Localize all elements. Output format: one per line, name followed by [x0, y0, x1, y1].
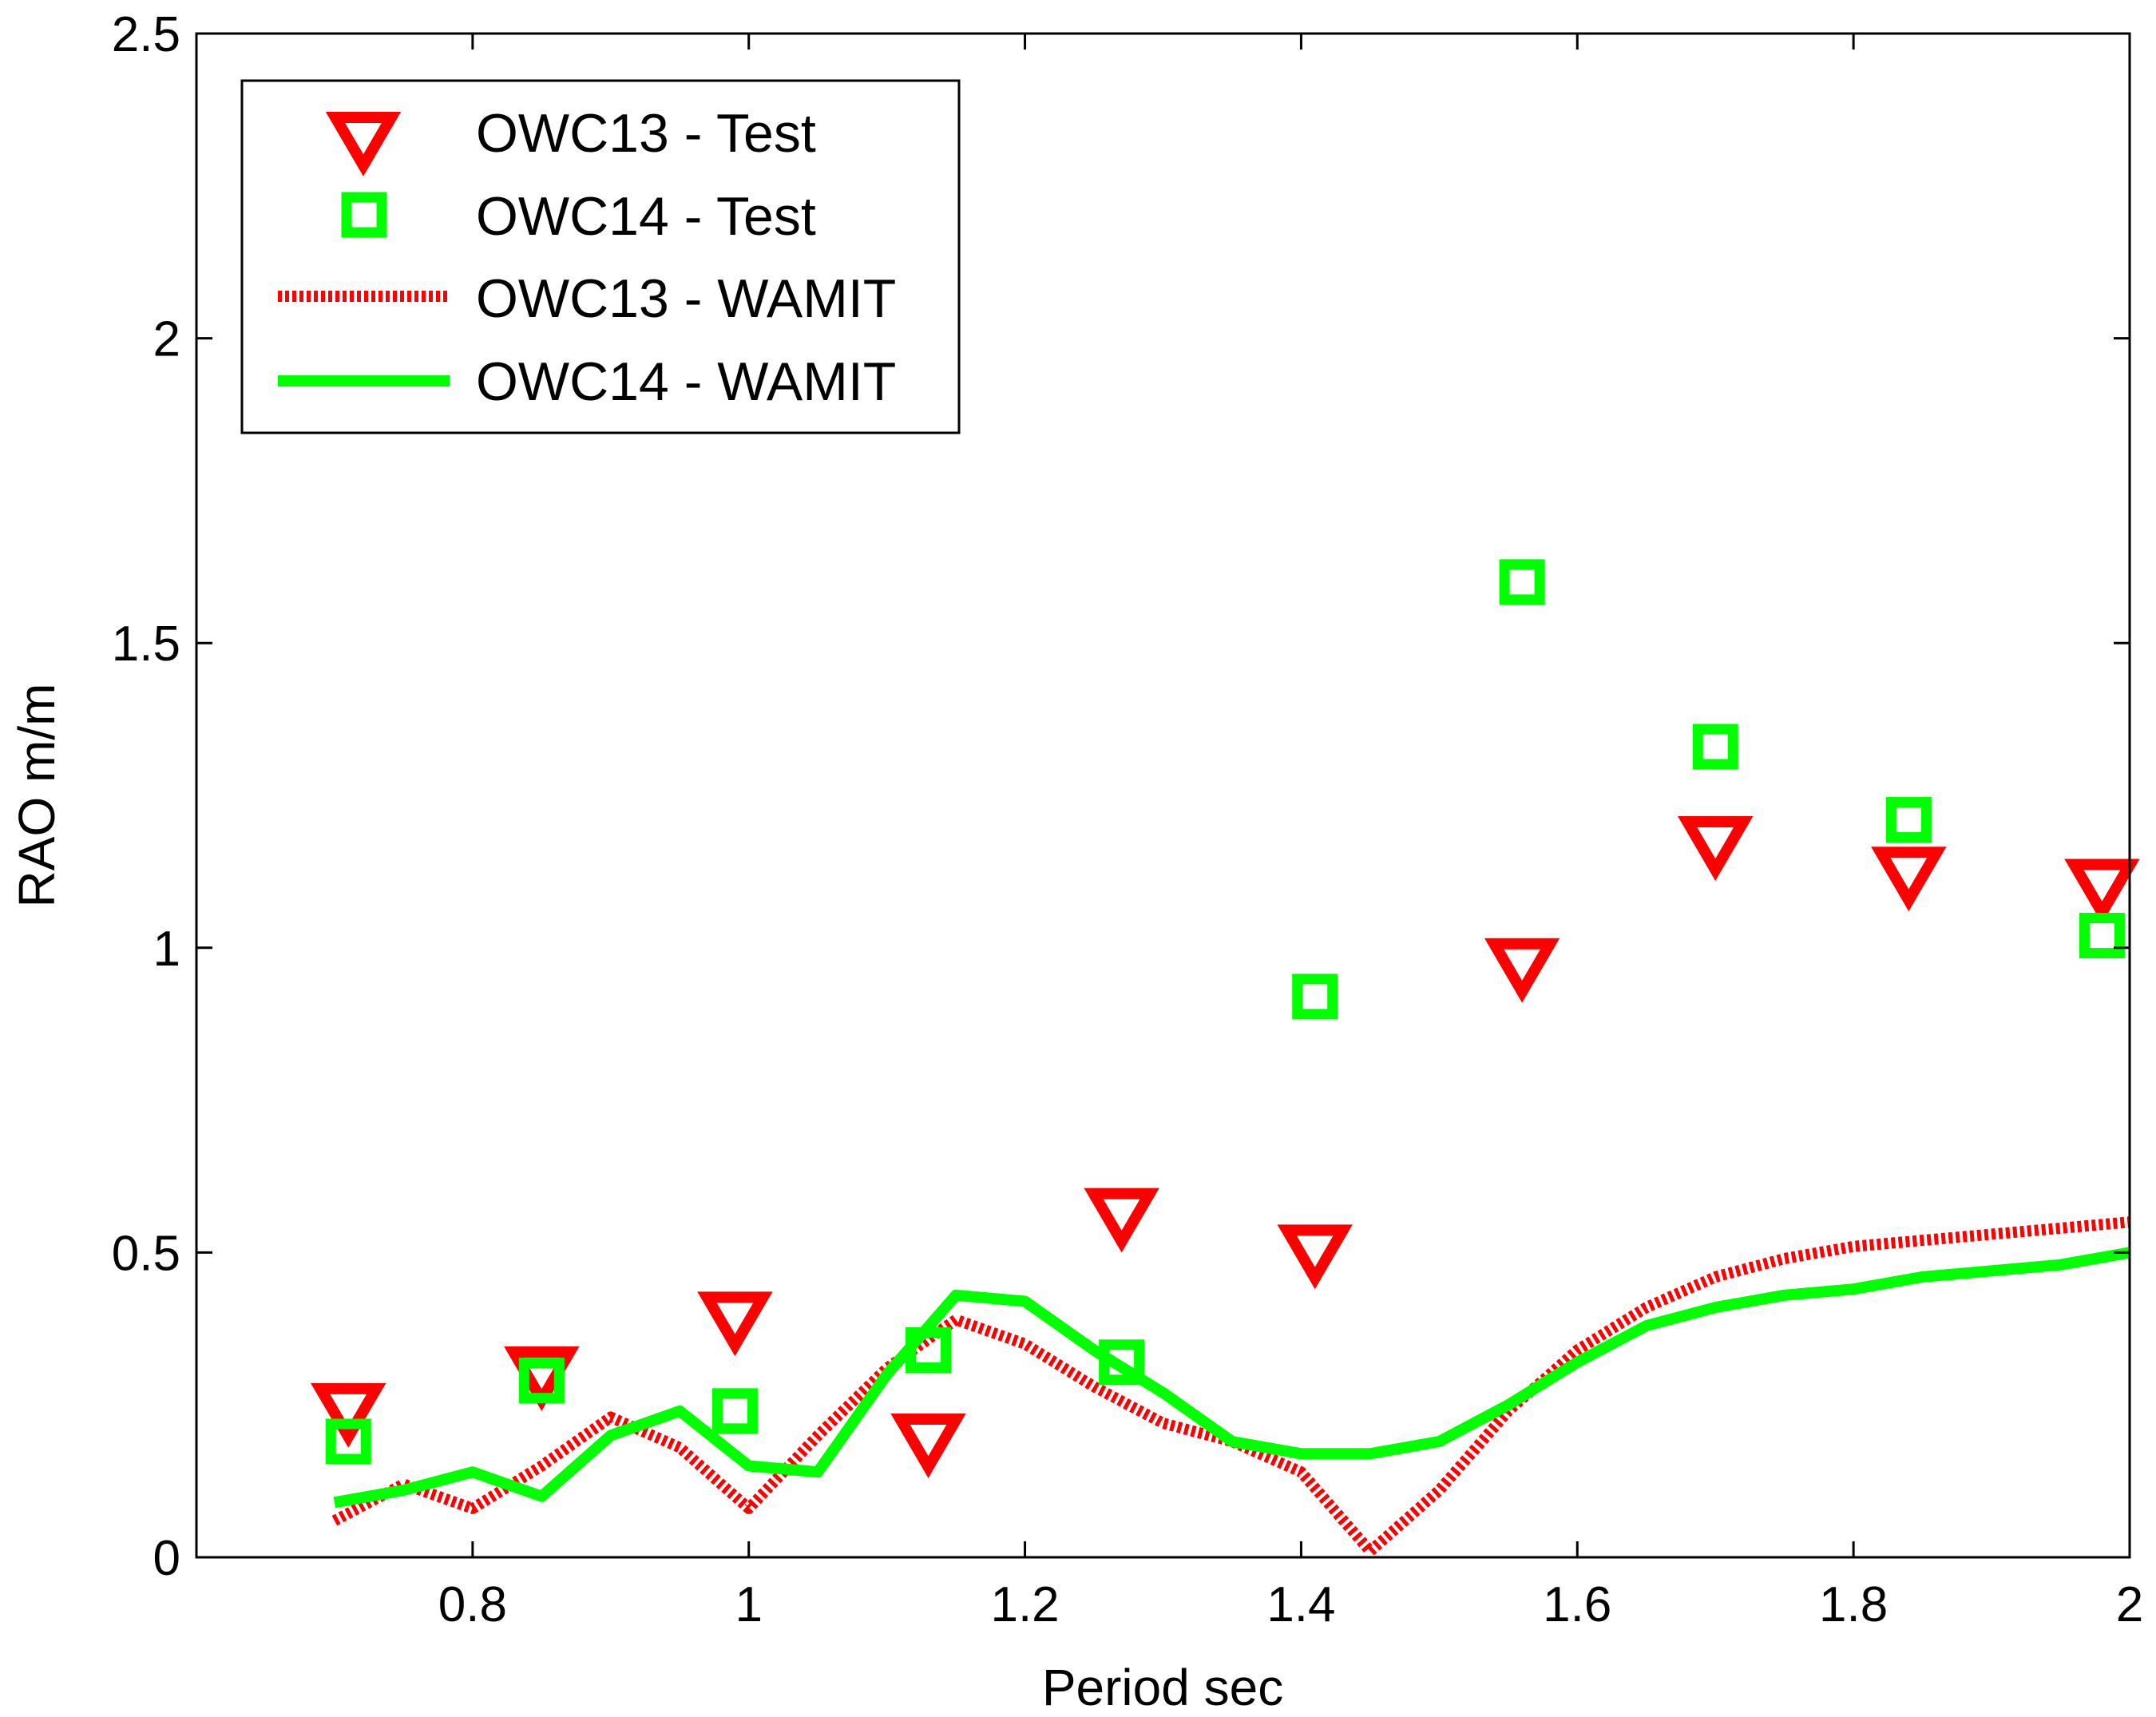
marker-owc13-test [697, 1291, 773, 1357]
x-tick-label: 1.8 [1819, 1577, 1888, 1632]
marker-owc13-test [1484, 938, 1560, 1003]
x-tick-label: 1 [735, 1577, 762, 1632]
x-tick-label: 1.2 [990, 1577, 1059, 1632]
x-tick-label: 2 [2116, 1577, 2143, 1632]
legend-label-owc14-wamit: OWC14 - WAMIT [476, 351, 896, 412]
y-tick-label: 1.5 [112, 617, 180, 672]
marker-owc14-test [1099, 1339, 1145, 1386]
legend-box [240, 79, 961, 434]
marker-owc13-test [311, 1382, 386, 1448]
series-line-owc13-wamit [331, 1216, 2130, 1557]
marker-owc14-test [906, 1327, 952, 1374]
legend-label-owc14-test: OWC14 - Test [476, 186, 816, 247]
legend-label-owc13-test: OWC13 - Test [476, 103, 816, 164]
x-tick-label: 1.6 [1543, 1577, 1611, 1632]
axis-ticks [196, 32, 2131, 1559]
marker-owc13-test [890, 1413, 966, 1478]
legend: OWC13 - Test OWC14 - Test OWC13 - WAMIT … [240, 79, 961, 434]
marker-owc14-test [1692, 724, 1738, 770]
y-tick-label: 2 [153, 312, 180, 367]
legend-symbol-owc13-test [325, 112, 402, 176]
y-tick-label: 0.5 [112, 1226, 180, 1281]
marker-owc13-test [1871, 847, 1947, 912]
y-axis-label: RAO m/m [8, 684, 65, 908]
marker-owc13-test [1678, 816, 1754, 881]
marker-owc13-test [1277, 1224, 1353, 1290]
series-line-owc14-wamit [333, 1247, 2131, 1509]
x-tick-label: 1.4 [1266, 1577, 1335, 1632]
series-lines [331, 1216, 2131, 1557]
x-axis-label: Period sec [1042, 1659, 1283, 1716]
marker-owc14-test [1499, 559, 1545, 605]
marker-owc14-test [711, 1388, 758, 1434]
marker-owc14-test [518, 1358, 565, 1404]
marker-owc14-test [1885, 797, 1932, 843]
axis-tick-labels: 0.8 1 1.2 1.4 1.6 1.8 2 0 0.5 1 1.5 2 2.5 [112, 7, 2143, 1632]
marker-owc14-test [325, 1418, 371, 1465]
y-tick-label: 0 [153, 1531, 180, 1586]
x-tick-label: 0.8 [438, 1577, 507, 1632]
y-tick-label: 2.5 [112, 7, 180, 62]
marker-owc14-test [1292, 973, 1338, 1020]
marker-owc14-test [2079, 913, 2125, 959]
y-tick-label: 1 [153, 922, 180, 977]
marker-owc13-test [2064, 858, 2140, 924]
plot-frame [195, 32, 2131, 1559]
series-markers [311, 559, 2140, 1478]
legend-symbol-owc14-test [341, 192, 387, 238]
marker-owc13-test [1084, 1188, 1159, 1253]
legend-label-owc13-wamit: OWC13 - WAMIT [476, 268, 896, 329]
